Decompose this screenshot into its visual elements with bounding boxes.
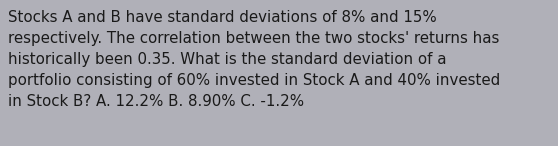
Text: Stocks A and B have standard deviations of 8% and 15%
respectively. The correlat: Stocks A and B have standard deviations … bbox=[8, 10, 501, 109]
